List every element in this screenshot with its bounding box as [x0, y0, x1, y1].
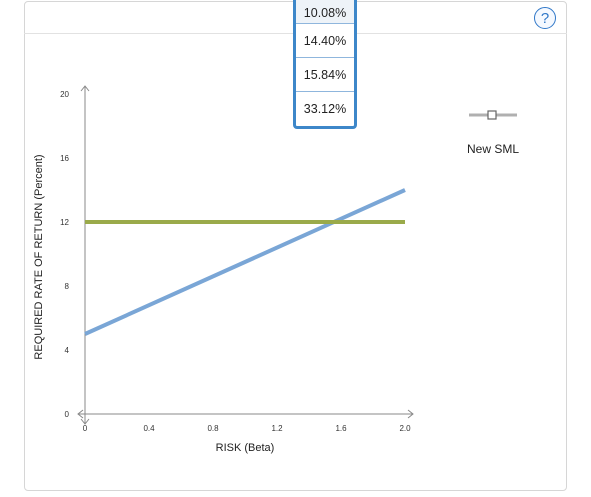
y-tick-label: 4	[65, 346, 70, 355]
legend-label: New SML	[466, 142, 519, 156]
x-tick-label: 1.6	[335, 424, 347, 433]
y-tick-label: 0	[65, 410, 70, 419]
chart-ticks: 0 0.4 0.8 1.2 1.6 2.0 0 4 8 12 16 20	[60, 90, 411, 433]
y-tick-label: 16	[60, 154, 69, 163]
y-axis-arrow	[80, 85, 90, 92]
y-tick-label: 8	[65, 282, 70, 291]
dropdown-option[interactable]: 15.84%	[296, 58, 354, 92]
dropdown-option[interactable]: 33.12%	[303, 102, 347, 116]
y-axis-label: REQUIRED RATE OF RETURN (Percent)	[33, 154, 45, 359]
x-tick-label: 0.8	[207, 424, 219, 433]
chart-series	[84, 188, 406, 336]
x-tick-label: 1.2	[271, 424, 283, 433]
line-marker-icon	[469, 110, 517, 120]
x-tick-label: 0.4	[143, 424, 155, 433]
dropdown-option[interactable]: 14.40%	[296, 24, 354, 58]
x-tick-label: 0	[83, 424, 88, 433]
y-tick-label: 12	[60, 218, 69, 227]
legend-swatch[interactable]	[468, 108, 518, 126]
rate-dropdown-menu[interactable]: 10.08% 14.40% 15.84% 33.12%	[293, 0, 357, 129]
chart-axes	[77, 85, 414, 425]
dropdown-option[interactable]: 10.08%	[296, 0, 354, 24]
x-axis-arrow	[77, 409, 84, 419]
sml-line	[84, 188, 406, 336]
x-axis-arrow	[407, 409, 414, 419]
y-tick-label: 20	[60, 90, 69, 99]
help-button[interactable]: ?	[534, 7, 556, 29]
x-axis-label: RISK (Beta)	[216, 442, 275, 454]
y-axis-arrow	[80, 418, 90, 425]
x-tick-label: 2.0	[399, 424, 411, 433]
help-icon: ?	[540, 10, 550, 27]
